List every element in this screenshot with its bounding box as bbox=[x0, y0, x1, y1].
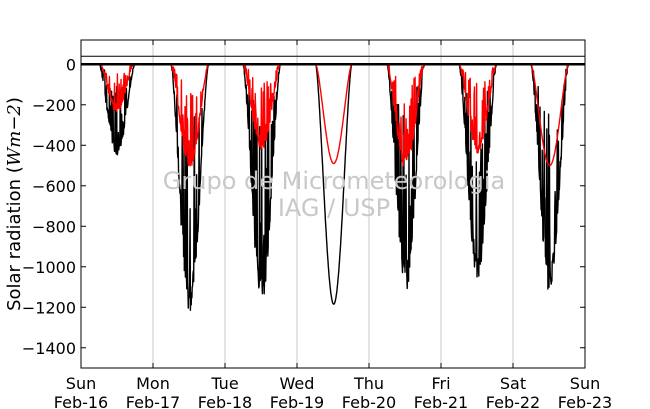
x-tick-label-day: Wed bbox=[280, 374, 315, 393]
x-tick-label-day: Fri bbox=[431, 374, 450, 393]
x-tick-label-day: Tue bbox=[210, 374, 238, 393]
vertical-grid bbox=[152, 40, 514, 368]
y-axis: 0 −200 −400 −600 −800 −1000 −1200 −1400 bbox=[22, 55, 585, 358]
x-tick-label-date: Feb-23 bbox=[558, 393, 612, 409]
x-tick-label-date: Feb-20 bbox=[342, 393, 396, 409]
x-tick-label-date: Feb-21 bbox=[414, 393, 468, 409]
x-tick-label-day: Mon bbox=[136, 374, 170, 393]
y-axis-label-prefix: Solar radiation ( bbox=[4, 166, 25, 311]
x-tick-label-day: Sun bbox=[66, 374, 96, 393]
x-axis: SunFeb-16MonFeb-17TueFeb-18WedFeb-19ThuF… bbox=[54, 40, 612, 409]
x-tick-label-date: Feb-19 bbox=[270, 393, 324, 409]
y-axis-label: Solar radiation (Wm−2) bbox=[4, 97, 25, 311]
y-axis-label-unit: Wm−2 bbox=[4, 104, 25, 166]
watermark-line-1: Grupo de Micrometeorologia bbox=[163, 167, 505, 195]
x-tick-label-day: Sat bbox=[500, 374, 526, 393]
y-tick-label: −400 bbox=[32, 136, 76, 155]
y-tick-label: −1000 bbox=[22, 258, 76, 277]
y-tick-label: −1200 bbox=[22, 298, 76, 317]
y-tick-label: −200 bbox=[32, 96, 76, 115]
x-tick-label-day: Sun bbox=[570, 374, 600, 393]
watermark-line-2: IAG / USP bbox=[278, 194, 390, 222]
plot-frame bbox=[80, 39, 586, 369]
x-tick-label-date: Feb-17 bbox=[126, 393, 180, 409]
x-tick-label-date: Feb-18 bbox=[198, 393, 252, 409]
series-line-2 bbox=[80, 63, 586, 167]
y-tick-label: −800 bbox=[32, 217, 76, 236]
y-tick-label: 0 bbox=[66, 55, 76, 74]
watermark: Grupo de Micrometeorologia IAG / USP bbox=[163, 167, 505, 222]
x-tick-label-date: Feb-22 bbox=[486, 393, 540, 409]
y-tick-label: −1400 bbox=[22, 339, 76, 358]
y-tick-label: −600 bbox=[32, 177, 76, 196]
reference-lines bbox=[81, 55, 585, 66]
x-tick-label-date: Feb-16 bbox=[54, 393, 108, 409]
x-tick-label-day: Thu bbox=[353, 374, 384, 393]
y-axis-label-suffix: ) bbox=[4, 97, 25, 104]
